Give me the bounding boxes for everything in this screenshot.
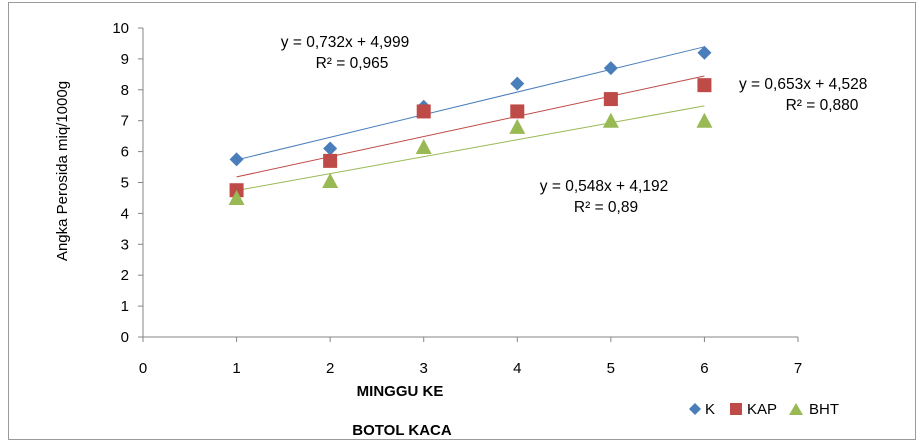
legend-item-bht: BHT <box>789 401 839 418</box>
data-point-k <box>510 76 525 91</box>
data-point-bht <box>415 138 432 154</box>
y-tick-label: 3 <box>121 236 129 253</box>
data-point-kap <box>510 104 525 119</box>
y-axis-title: Angka Perosida miq/1000g <box>54 81 71 261</box>
legend-item-kap: KAP <box>730 401 777 418</box>
y-tick-label: 0 <box>121 329 129 346</box>
x-tick-label: 6 <box>700 360 708 377</box>
trendline-equation-kap: y = 0,653x + 4,528 <box>739 76 867 93</box>
data-point-k <box>323 141 338 156</box>
x-tick-label: 5 <box>607 360 615 377</box>
y-tick-label: 2 <box>121 267 129 284</box>
legend-kap-square-icon <box>730 403 742 415</box>
y-tick-label: 9 <box>121 51 129 68</box>
x-tick-label: 7 <box>794 360 802 377</box>
x-tick-label: 3 <box>420 360 428 377</box>
legend-label-bht: BHT <box>809 401 839 418</box>
chart-frame: 0 1 2 3 4 5 6 7 8 9 10 0 1 2 3 4 5 6 7 y = 0,732x + 4,999… <box>8 2 916 440</box>
data-point-kap <box>697 78 712 93</box>
legend-item-k: K <box>689 401 715 418</box>
y-tick-label: 6 <box>121 144 129 161</box>
y-tick-label: 7 <box>121 113 129 130</box>
plot-area: 0 1 2 3 4 5 6 7 8 9 10 0 1 2 3 4 5 6 7 <box>112 20 802 377</box>
data-point-kap <box>603 92 618 107</box>
y-tick-label: 10 <box>112 20 129 37</box>
legend: K KAP BHT <box>689 401 839 418</box>
markers <box>228 45 713 205</box>
data-point-k <box>229 152 244 167</box>
chart-svg: 0 1 2 3 4 5 6 7 8 9 10 0 1 2 3 4 5 6 7 y = 0,732x + 4,999… <box>54 20 867 439</box>
legend-label-k: K <box>705 401 715 418</box>
data-point-bht <box>696 112 713 128</box>
legend-label-kap: KAP <box>747 401 777 418</box>
trendline-bht <box>236 105 705 192</box>
x-axis-title: MINGGU KE <box>357 383 444 400</box>
y-ticks: 0 1 2 3 4 5 6 7 8 9 10 <box>112 20 143 346</box>
trendline-r2-bht: R² = 0,89 <box>574 199 638 216</box>
data-point-bht <box>509 118 526 134</box>
data-point-bht <box>322 172 339 188</box>
trendline-r2-kap: R² = 0,880 <box>786 97 859 114</box>
x-tick-label: 1 <box>232 360 240 377</box>
data-point-k <box>603 61 618 76</box>
trendline-equation-k: y = 0,732x + 4,999 <box>281 34 409 51</box>
legend-k-diamond-icon <box>689 403 701 415</box>
x-ticks: 0 1 2 3 4 5 6 7 <box>139 337 802 377</box>
data-point-kap <box>416 104 431 119</box>
x-tick-label: 4 <box>513 360 521 377</box>
trendline-kap <box>236 75 705 178</box>
trendline-k <box>236 46 705 161</box>
data-point-k <box>697 45 712 60</box>
data-point-bht <box>602 112 619 128</box>
y-tick-label: 8 <box>121 82 129 99</box>
y-tick-label: 5 <box>121 175 129 192</box>
chart-title: BOTOL KACA <box>352 422 452 439</box>
y-tick-label: 4 <box>121 205 129 222</box>
x-tick-label: 2 <box>326 360 334 377</box>
legend-bht-triangle-icon <box>789 403 803 415</box>
y-tick-label: 1 <box>121 298 129 315</box>
data-point-bht <box>228 189 245 205</box>
data-point-kap <box>323 153 338 168</box>
trendlines <box>236 46 705 192</box>
trendline-equation-bht: y = 0,548x + 4,192 <box>540 178 668 195</box>
x-tick-label: 0 <box>139 360 147 377</box>
trendline-r2-k: R² = 0,965 <box>316 55 389 72</box>
